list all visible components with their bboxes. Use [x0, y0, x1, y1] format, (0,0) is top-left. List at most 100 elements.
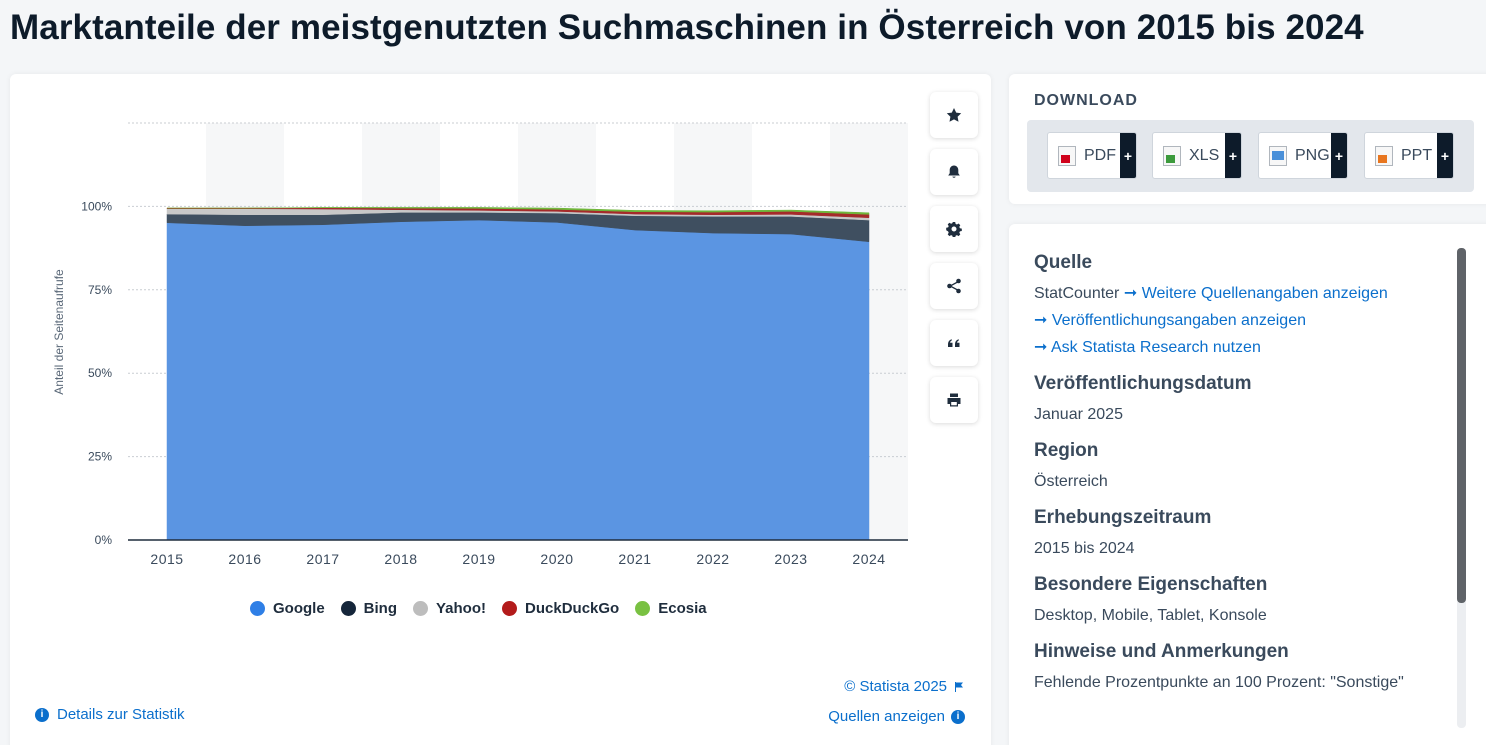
x-tick-label: 2016: [228, 551, 261, 567]
ppt-file-icon: [1375, 145, 1393, 166]
special-properties-heading: Besondere Eigenschaften: [1034, 574, 1268, 595]
publication-date-value: Januar 2025: [1034, 406, 1123, 423]
publication-date-heading: Veröffentlichungsdatum: [1034, 373, 1252, 394]
x-tick-label: 2024: [852, 551, 885, 567]
x-tick-label: 2021: [618, 551, 651, 567]
y-axis-label: Anteil der Seitenaufrufe: [52, 269, 66, 395]
show-sources-text: Quellen anzeigen: [828, 708, 945, 725]
plus-icon: +: [1120, 133, 1136, 178]
share-button[interactable]: [930, 263, 978, 309]
legend-label: Google: [273, 600, 325, 617]
chart-card: 0% 25% 50% 75% 100% 2015 2016 2017 2018 2019 2020 2…: [10, 74, 991, 745]
arrow-right-icon: ➞: [1034, 312, 1048, 329]
legend-item[interactable]: Ecosia: [635, 600, 707, 617]
page-title: Marktanteile der meistgenutzten Suchmasc…: [10, 8, 1364, 47]
download-pdf-label: PDF: [1084, 146, 1116, 164]
legend-item[interactable]: Yahoo!: [413, 600, 486, 617]
source-value: StatCounter: [1034, 285, 1120, 302]
special-properties-value: Desktop, Mobile, Tablet, Konsole: [1034, 607, 1267, 624]
download-ppt-label: PPT: [1401, 146, 1433, 164]
print-button[interactable]: [930, 377, 978, 423]
special-properties-section: Besondere Eigenschaften Desktop, Mobile,…: [1034, 574, 1454, 629]
source-section: Quelle StatCounter ➞ Weitere Quellenanga…: [1034, 252, 1454, 361]
favorite-button[interactable]: [930, 92, 978, 138]
download-bar: PDF + XLS + PNG + PPT +: [1027, 120, 1474, 192]
legend-marker: [250, 601, 265, 616]
y-tick-label: 75%: [88, 283, 112, 297]
arrow-right-icon: ➞: [1123, 285, 1138, 302]
region-section: Region Österreich: [1034, 440, 1454, 495]
legend-marker: [340, 601, 356, 616]
source-heading: Quelle: [1034, 252, 1093, 273]
y-tick-label: 0%: [95, 533, 113, 547]
region-value: Österreich: [1034, 473, 1108, 490]
source-line: StatCounter ➞ Weitere Quellenangaben anz…: [1034, 280, 1454, 307]
copyright-link[interactable]: © Statista 2025: [844, 678, 965, 695]
y-tick-label: 100%: [81, 199, 112, 213]
publication-details-link[interactable]: ➞ Veröffentlichungsangaben anzeigen: [1034, 312, 1306, 329]
region-heading: Region: [1034, 440, 1099, 461]
show-sources-link[interactable]: Quellen anzeigen i: [828, 708, 965, 725]
legend-label: Yahoo!: [436, 600, 487, 617]
publication-details-label: Veröffentlichungsangaben anzeigen: [1051, 312, 1306, 329]
png-file-icon: [1269, 145, 1287, 166]
download-png-button[interactable]: PNG +: [1258, 132, 1348, 179]
info-icon: i: [35, 707, 49, 722]
survey-period-heading: Erhebungszeitraum: [1034, 507, 1212, 528]
x-tick-label: 2015: [150, 551, 183, 567]
download-xls-label: XLS: [1189, 146, 1220, 164]
arrow-right-icon: ➞: [1034, 339, 1048, 356]
x-tick-label: 2023: [774, 551, 807, 567]
research-link-line: ➞ Ask Statista Research nutzen: [1034, 334, 1454, 361]
copyright-text: © Statista 2025: [844, 678, 947, 695]
statistic-info-card: Quelle StatCounter ➞ Weitere Quellenanga…: [1009, 224, 1486, 745]
notes-value: Fehlende Prozentpunkte an 100 Prozent: "…: [1034, 674, 1404, 691]
notification-button[interactable]: [930, 149, 978, 195]
statistic-details-text: Details zur Statistik: [57, 706, 185, 723]
cite-button[interactable]: [930, 320, 978, 366]
legend-item[interactable]: Bing: [340, 600, 397, 617]
bell-icon: [948, 165, 960, 178]
x-tick-label: 2019: [462, 551, 495, 567]
pdf-file-icon: [1058, 145, 1076, 166]
more-sources-label: Weitere Quellenangaben anzeigen: [1141, 285, 1388, 302]
series-area-google: [166, 219, 870, 541]
legend-marker: [502, 601, 518, 616]
xls-file-icon: [1163, 145, 1181, 166]
info-icon: i: [951, 709, 965, 724]
publication-link-line: ➞ Veröffentlichungsangaben anzeigen: [1034, 307, 1454, 334]
flag-icon: [955, 681, 963, 692]
print-icon: [947, 393, 961, 407]
notes-heading: Hinweise und Anmerkungen: [1034, 641, 1289, 662]
more-sources-link[interactable]: ➞ Weitere Quellenangaben anzeigen: [1124, 285, 1388, 302]
plus-icon: +: [1331, 133, 1347, 178]
plus-icon: +: [1225, 133, 1241, 178]
survey-period-value: 2015 bis 2024: [1034, 540, 1135, 557]
download-ppt-button[interactable]: PPT +: [1364, 132, 1454, 179]
x-tick-label: 2018: [384, 551, 417, 567]
download-card: DOWNLOAD PDF + XLS + PNG + PPT +: [1009, 74, 1486, 204]
ask-research-link[interactable]: ➞ Ask Statista Research nutzen: [1034, 339, 1261, 356]
chart-toolbar: [930, 92, 978, 434]
x-tick-label: 2017: [306, 551, 339, 567]
x-tick-label: 2022: [696, 551, 729, 567]
legend-label: DuckDuckGo: [525, 600, 620, 617]
legend-marker: [413, 601, 428, 616]
info-scrollbar[interactable]: [1457, 248, 1466, 728]
settings-button[interactable]: [930, 206, 978, 252]
publication-date-section: Veröffentlichungsdatum Januar 2025: [1034, 373, 1454, 428]
legend-item[interactable]: DuckDuckGo: [502, 600, 619, 617]
plus-icon: +: [1437, 133, 1453, 178]
star-icon: [946, 108, 962, 122]
chart-legend: Google Bing Yahoo! DuckDuckGo Ecosia: [250, 600, 707, 617]
legend-label: Ecosia: [658, 600, 707, 617]
download-pdf-button[interactable]: PDF +: [1047, 132, 1137, 179]
legend-marker: [635, 601, 651, 616]
quote-icon: [948, 339, 960, 347]
y-tick-label: 25%: [88, 450, 112, 464]
legend-item[interactable]: Google: [250, 600, 325, 617]
info-scrollbar-thumb[interactable]: [1457, 248, 1466, 603]
statistic-details-link[interactable]: i Details zur Statistik: [35, 706, 185, 723]
ask-research-label: Ask Statista Research nutzen: [1050, 339, 1261, 356]
download-xls-button[interactable]: XLS +: [1152, 132, 1242, 179]
